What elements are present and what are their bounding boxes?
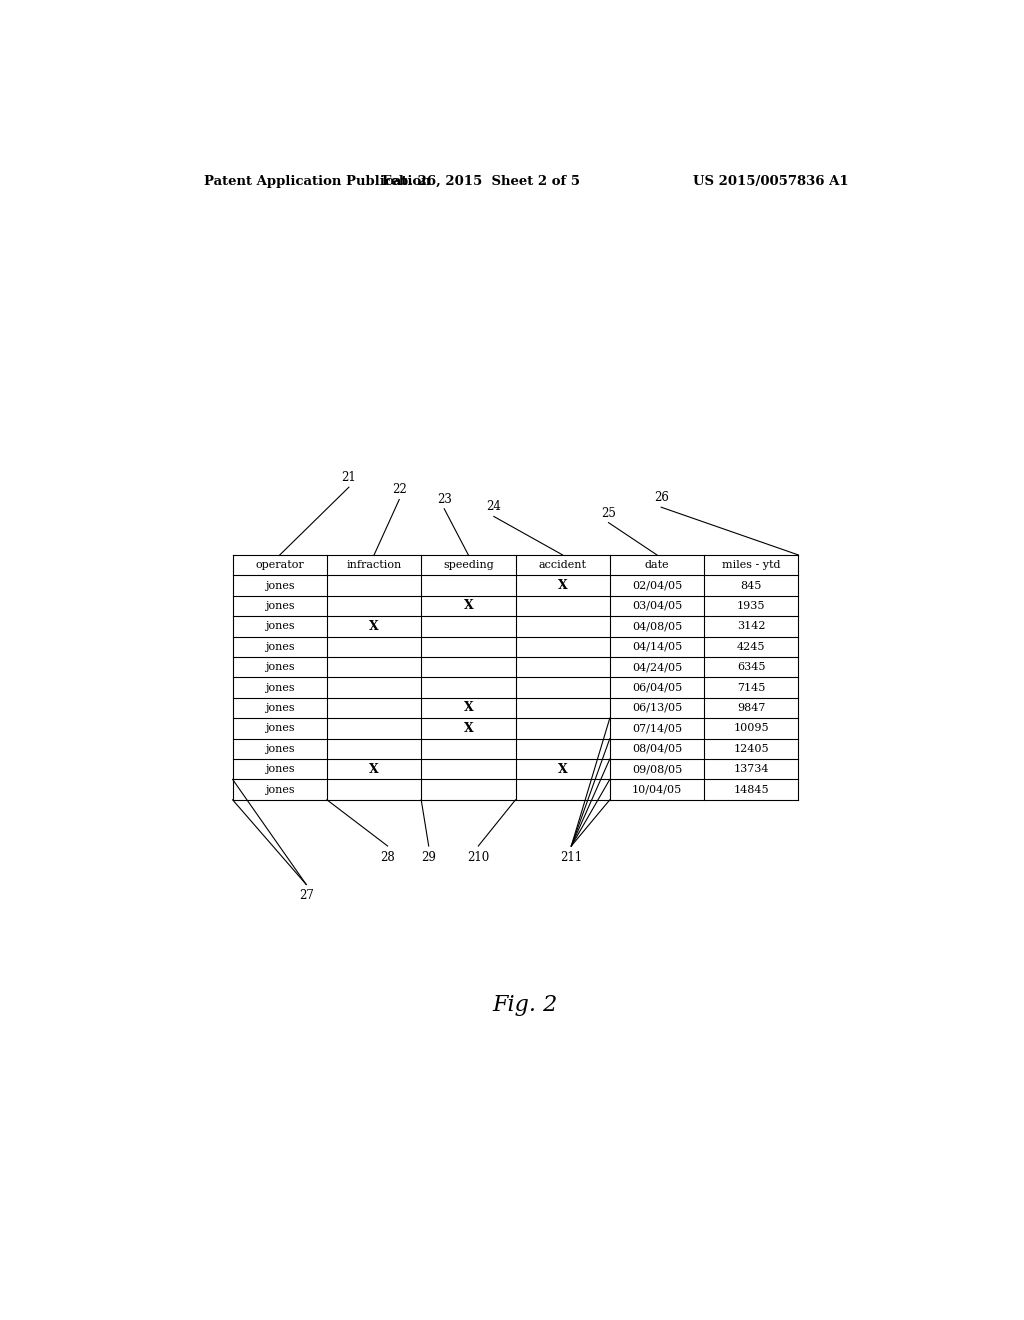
Text: jones: jones	[265, 581, 295, 590]
Text: jones: jones	[265, 601, 295, 611]
Text: jones: jones	[265, 784, 295, 795]
Text: 28: 28	[380, 850, 395, 863]
Text: 211: 211	[560, 850, 583, 863]
Text: jones: jones	[265, 704, 295, 713]
Text: 23: 23	[437, 492, 452, 506]
Text: X: X	[464, 722, 473, 735]
Text: 9847: 9847	[737, 704, 765, 713]
Text: jones: jones	[265, 743, 295, 754]
Text: Feb. 26, 2015  Sheet 2 of 5: Feb. 26, 2015 Sheet 2 of 5	[382, 176, 580, 187]
Text: jones: jones	[265, 723, 295, 734]
Text: 210: 210	[467, 850, 489, 863]
Text: speeding: speeding	[443, 560, 494, 570]
Text: 02/04/05: 02/04/05	[632, 581, 682, 590]
Text: X: X	[370, 620, 379, 632]
Text: 10095: 10095	[733, 723, 769, 734]
Text: jones: jones	[265, 663, 295, 672]
Text: 12405: 12405	[733, 743, 769, 754]
Text: 07/14/05: 07/14/05	[632, 723, 682, 734]
Text: jones: jones	[265, 764, 295, 775]
Text: 03/04/05: 03/04/05	[632, 601, 682, 611]
Text: Patent Application Publication: Patent Application Publication	[204, 176, 431, 187]
Text: US 2015/0057836 A1: US 2015/0057836 A1	[693, 176, 849, 187]
Text: X: X	[558, 579, 567, 593]
Text: date: date	[645, 560, 670, 570]
Text: miles - ytd: miles - ytd	[722, 560, 780, 570]
Text: jones: jones	[265, 682, 295, 693]
Text: infraction: infraction	[346, 560, 401, 570]
Text: operator: operator	[255, 560, 304, 570]
Text: 24: 24	[486, 500, 501, 513]
Text: 1935: 1935	[737, 601, 766, 611]
Text: 13734: 13734	[733, 764, 769, 775]
Text: 26: 26	[653, 491, 669, 504]
Text: 25: 25	[601, 507, 616, 520]
Text: 22: 22	[392, 483, 407, 496]
Text: accident: accident	[539, 560, 587, 570]
Text: 06/13/05: 06/13/05	[632, 704, 682, 713]
Text: 04/14/05: 04/14/05	[632, 642, 682, 652]
Text: jones: jones	[265, 622, 295, 631]
Text: 04/08/05: 04/08/05	[632, 622, 682, 631]
Text: 04/24/05: 04/24/05	[632, 663, 682, 672]
Text: 3142: 3142	[737, 622, 766, 631]
Text: 29: 29	[421, 850, 436, 863]
Text: X: X	[558, 763, 567, 776]
Text: jones: jones	[265, 642, 295, 652]
Text: 09/08/05: 09/08/05	[632, 764, 682, 775]
Text: 21: 21	[341, 471, 356, 484]
Text: 27: 27	[299, 890, 313, 902]
Text: X: X	[370, 763, 379, 776]
Text: 08/04/05: 08/04/05	[632, 743, 682, 754]
Text: 6345: 6345	[737, 663, 766, 672]
Text: X: X	[464, 701, 473, 714]
Text: 10/04/05: 10/04/05	[632, 784, 682, 795]
Text: 06/04/05: 06/04/05	[632, 682, 682, 693]
Text: 845: 845	[740, 581, 762, 590]
Text: 4245: 4245	[737, 642, 766, 652]
Text: X: X	[464, 599, 473, 612]
Text: 14845: 14845	[733, 784, 769, 795]
Text: Fig. 2: Fig. 2	[493, 994, 557, 1016]
Text: 7145: 7145	[737, 682, 765, 693]
